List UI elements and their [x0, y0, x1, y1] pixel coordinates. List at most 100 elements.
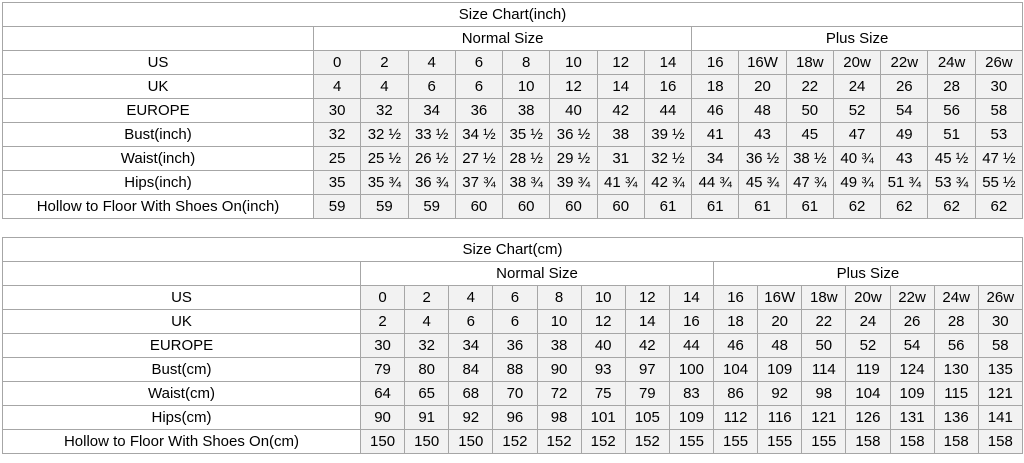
- data-cell: 26: [889, 309, 935, 334]
- data-cell: 22w: [889, 285, 935, 310]
- data-cell: 116: [757, 405, 803, 430]
- data-cell: 62: [927, 194, 976, 219]
- data-cell: 34 ½: [454, 122, 504, 147]
- data-cell: 40: [549, 98, 598, 123]
- data-cell: 38 ½: [785, 146, 834, 171]
- data-cell: 65: [404, 381, 450, 406]
- data-cell: 131: [889, 405, 935, 430]
- data-cell: 115: [933, 381, 979, 406]
- data-cell: 27 ½: [454, 146, 504, 171]
- data-cell: 26: [880, 74, 929, 99]
- data-cell: 47 ¾: [785, 170, 834, 195]
- data-cell: 64: [359, 381, 406, 406]
- data-cell: 109: [757, 357, 803, 382]
- data-cell: 93: [580, 357, 626, 382]
- data-cell: 44 ¾: [691, 170, 740, 195]
- data-cell: 6: [454, 50, 504, 75]
- data-cell: 152: [580, 429, 626, 454]
- data-cell: 26w: [974, 50, 1024, 75]
- data-cell: 6: [492, 309, 538, 334]
- group-header-normal-size: Normal Size: [312, 26, 693, 51]
- row-label: EUROPE: [2, 333, 361, 358]
- data-cell: 16: [668, 309, 715, 334]
- data-cell: 16: [712, 285, 759, 310]
- data-cell: 97: [624, 357, 670, 382]
- data-cell: 4: [407, 50, 456, 75]
- data-cell: 98: [536, 405, 582, 430]
- data-cell: 56: [933, 333, 979, 358]
- data-cell: 55 ½: [974, 170, 1024, 195]
- data-cell: 32: [312, 122, 362, 147]
- group-header-row: Normal Size Plus Size: [2, 261, 1023, 286]
- data-cell: 16: [691, 50, 740, 75]
- table-row: EUROPE 30 32 34 36 38 40 42 44 46 48 50 52 54 56 58: [2, 98, 1024, 123]
- data-cell: 12: [549, 74, 598, 99]
- data-cell: 39 ½: [643, 122, 693, 147]
- data-cell: 2: [404, 285, 450, 310]
- data-cell: 16: [643, 74, 693, 99]
- table-row: Hollow to Floor With Shoes On(cm) 150 150 1…: [2, 429, 1023, 454]
- data-cell: 10: [536, 309, 582, 334]
- data-cell: 155: [801, 429, 847, 454]
- data-cell: 48: [738, 98, 787, 123]
- data-cell: 46: [712, 333, 759, 358]
- data-cell: 52: [845, 333, 891, 358]
- data-cell: 6: [454, 74, 504, 99]
- data-cell: 4: [448, 285, 494, 310]
- data-cell: 2: [360, 50, 409, 75]
- data-cell: 84: [448, 357, 494, 382]
- data-cell: 47 ½: [974, 146, 1024, 171]
- data-cell: 61: [785, 194, 834, 219]
- data-cell: 45: [785, 122, 834, 147]
- size-chart-inch-body: Size Chart(inch) Normal Size Plus Size US 0 2…: [1, 2, 1024, 219]
- data-cell: 0: [312, 50, 362, 75]
- table-row: Bust(cm) 79 80 84 88 90 93 97 100 104 109 114 119 124…: [2, 357, 1023, 382]
- data-cell: 18w: [785, 50, 834, 75]
- data-cell: 92: [448, 405, 494, 430]
- size-chart-cm-table: Size Chart(cm) Normal Size Plus Size US 0 2 4 6…: [2, 237, 1023, 454]
- data-cell: 68: [448, 381, 494, 406]
- data-cell: 141: [977, 405, 1023, 430]
- data-cell: 31: [596, 146, 645, 171]
- data-cell: 28 ½: [502, 146, 551, 171]
- data-cell: 109: [668, 405, 715, 430]
- data-cell: 30: [359, 333, 406, 358]
- data-cell: 0: [359, 285, 406, 310]
- data-cell: 14: [624, 309, 670, 334]
- row-label: UK: [2, 309, 361, 334]
- data-cell: 29 ½: [549, 146, 598, 171]
- data-cell: 30: [977, 309, 1023, 334]
- data-cell: 43: [880, 146, 929, 171]
- data-cell: 16W: [738, 50, 787, 75]
- row-label: US: [2, 285, 361, 310]
- corner-blank-cell: [2, 261, 361, 286]
- data-cell: 6: [492, 285, 538, 310]
- row-label: Bust(cm): [2, 357, 361, 382]
- size-chart-inch-table: Size Chart(inch) Normal Size Plus Size US 0 2…: [1, 2, 1024, 219]
- data-cell: 46: [691, 98, 740, 123]
- data-cell: 35 ½: [502, 122, 551, 147]
- data-cell: 37 ¾: [454, 170, 504, 195]
- data-cell: 150: [359, 429, 406, 454]
- data-cell: 34: [407, 98, 456, 123]
- data-cell: 121: [977, 381, 1023, 406]
- data-cell: 20: [757, 309, 803, 334]
- data-cell: 158: [889, 429, 935, 454]
- data-cell: 152: [492, 429, 538, 454]
- data-cell: 10: [502, 74, 551, 99]
- data-cell: 126: [845, 405, 891, 430]
- data-cell: 22: [801, 309, 847, 334]
- row-label: Hips(inch): [2, 170, 314, 195]
- data-cell: 54: [880, 98, 929, 123]
- data-cell: 44: [668, 333, 715, 358]
- data-cell: 83: [668, 381, 715, 406]
- title-row: Size Chart(inch): [1, 2, 1024, 27]
- data-cell: 28: [933, 309, 979, 334]
- data-cell: 155: [757, 429, 803, 454]
- data-cell: 34: [691, 146, 740, 171]
- data-cell: 35: [312, 170, 362, 195]
- data-cell: 8: [502, 50, 551, 75]
- data-cell: 60: [549, 194, 598, 219]
